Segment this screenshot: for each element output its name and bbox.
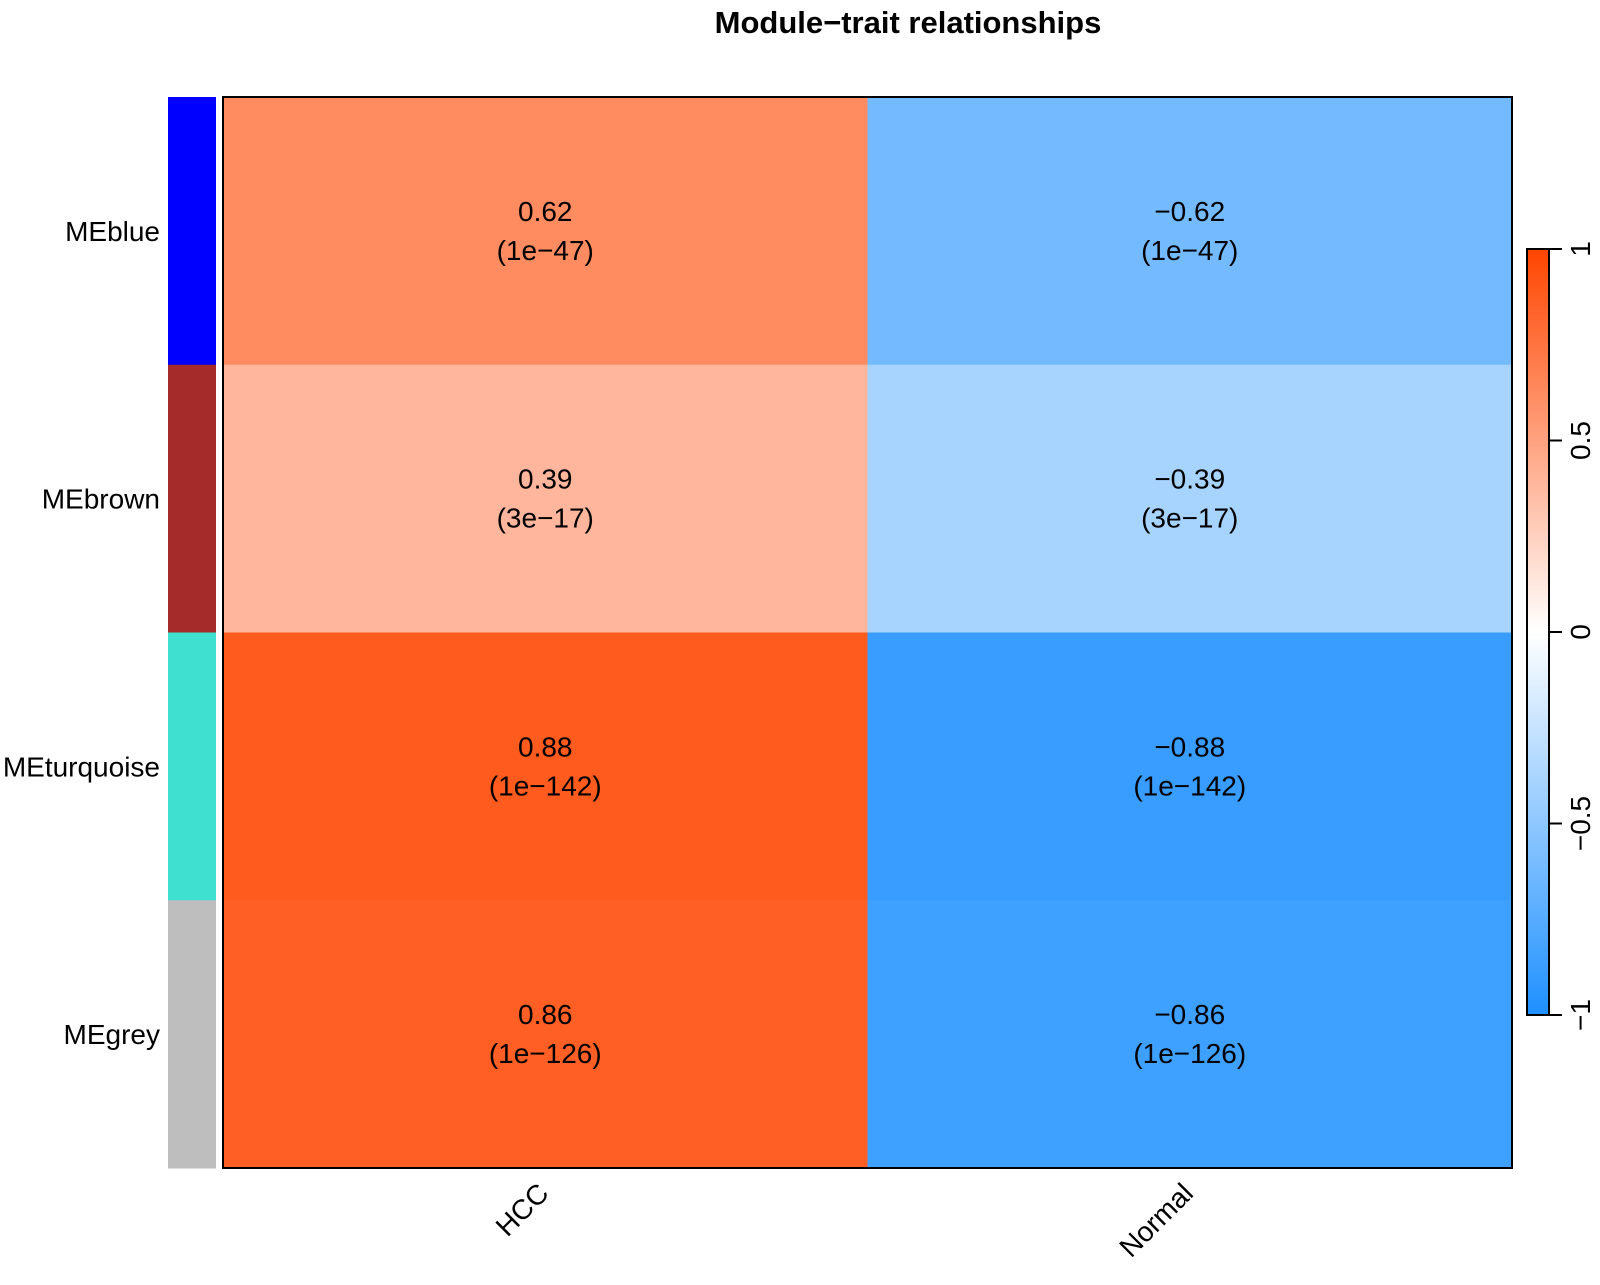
- legend-tick-label: 1: [1565, 241, 1596, 257]
- cell-pvalue-label: (3e−17): [1141, 503, 1238, 534]
- heatmap-cell: [867, 364, 1513, 633]
- legend-tick-label: 0.5: [1565, 421, 1596, 460]
- chart-title: Module−trait relationships: [715, 5, 1102, 40]
- heatmap-cell: [223, 97, 868, 366]
- heatmap-cell: [223, 364, 868, 633]
- heatmap-cell: [223, 632, 868, 901]
- cell-pvalue-label: (1e−142): [1133, 770, 1246, 801]
- cell-correlation-label: 0.88: [518, 731, 573, 762]
- cell-correlation-label: −0.86: [1154, 999, 1225, 1030]
- heatmap-cell: [867, 632, 1513, 901]
- row-label: MEbrown: [42, 484, 160, 515]
- heatmap-cell: [867, 900, 1513, 1169]
- column-label: Normal: [1113, 1177, 1199, 1263]
- cell-pvalue-label: (1e−47): [1141, 235, 1238, 266]
- cell-correlation-label: −0.88: [1154, 731, 1225, 762]
- cell-correlation-label: 0.39: [518, 464, 573, 495]
- cell-correlation-label: −0.39: [1154, 464, 1225, 495]
- row-label: MEturquoise: [3, 751, 160, 782]
- heatmap-cell: [223, 900, 868, 1169]
- heatmap-cell: [867, 97, 1513, 366]
- cell-correlation-label: 0.62: [518, 196, 573, 227]
- row-label: MEblue: [65, 216, 160, 247]
- legend-tick-label: −0.5: [1565, 796, 1596, 851]
- legend-tick-label: 0: [1565, 624, 1596, 640]
- module-color-bar: [168, 364, 216, 633]
- cell-correlation-label: −0.62: [1154, 196, 1225, 227]
- cell-correlation-label: 0.86: [518, 999, 573, 1030]
- cell-pvalue-label: (1e−142): [489, 770, 602, 801]
- cell-pvalue-label: (1e−126): [489, 1038, 602, 1069]
- cell-pvalue-label: (1e−47): [497, 235, 594, 266]
- row-label: MEgrey: [64, 1019, 160, 1050]
- cell-pvalue-label: (3e−17): [497, 503, 594, 534]
- legend-tick-label: −1: [1565, 999, 1596, 1031]
- column-label: HCC: [490, 1177, 555, 1242]
- module-color-bar: [168, 632, 216, 901]
- legend-colorbar: [1526, 248, 1550, 1016]
- module-color-bar: [168, 97, 216, 366]
- heatmap-border: [222, 96, 1513, 1169]
- cell-pvalue-label: (1e−126): [1133, 1038, 1246, 1069]
- module-color-bar: [168, 900, 216, 1169]
